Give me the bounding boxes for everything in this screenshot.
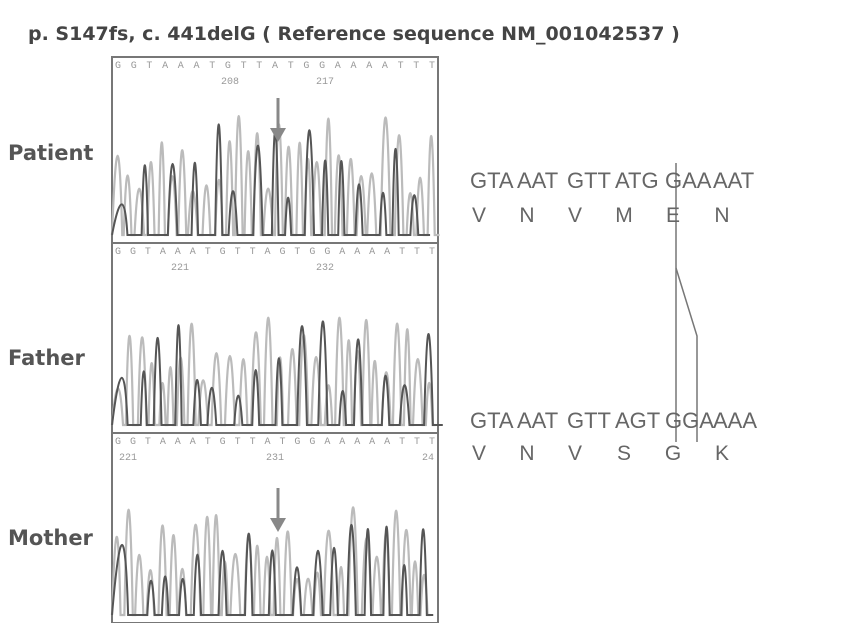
codon: GTA bbox=[470, 408, 514, 433]
amino-acid: N bbox=[714, 204, 729, 227]
amino-acid: V bbox=[472, 442, 486, 465]
base-calls: GGTAAATGTTAGTGGAAAATTT bbox=[115, 247, 435, 258]
amino-acid: G bbox=[665, 442, 681, 465]
codon: GTA bbox=[470, 168, 514, 193]
sample-label: Father bbox=[8, 346, 86, 370]
amino-acid: V bbox=[568, 204, 582, 227]
codon: AAT bbox=[517, 168, 558, 193]
amino-acid: V bbox=[472, 204, 486, 227]
codon: AAT bbox=[517, 408, 558, 433]
amino-acid: V bbox=[568, 442, 582, 465]
codon: AAA bbox=[713, 408, 757, 433]
position: 208 bbox=[221, 77, 239, 88]
figure: p. S147fs, c. 441delG ( Reference sequen… bbox=[0, 0, 852, 623]
amino-acid: S bbox=[617, 442, 631, 465]
position: 221 bbox=[119, 453, 137, 464]
position: 217 bbox=[316, 77, 334, 88]
title: p. S147fs, c. 441delG ( Reference sequen… bbox=[28, 23, 680, 45]
codon: GTT bbox=[567, 168, 611, 193]
position: 231 bbox=[266, 453, 284, 464]
amino-acid: N bbox=[519, 204, 534, 227]
codon: GAA bbox=[665, 168, 712, 193]
codon: GTT bbox=[567, 408, 611, 433]
codon: GGA bbox=[665, 408, 714, 433]
sample-label: Patient bbox=[8, 141, 93, 165]
sample-label: Mother bbox=[8, 526, 94, 550]
position: 232 bbox=[316, 263, 334, 274]
base-calls: GGTAAATGTTATGGAAAATTT bbox=[115, 61, 435, 72]
chromatograms: Patient GGTAAATGTTATGGAAAATTT 208 217 Father… bbox=[8, 57, 443, 623]
base-calls: GGTAAATGTTATGGAAAAATTT bbox=[115, 437, 435, 448]
codon: ATG bbox=[615, 168, 659, 193]
codon: AGT bbox=[615, 408, 660, 433]
amino-acid: M bbox=[615, 204, 633, 227]
codon: AAT bbox=[713, 168, 754, 193]
amino-acid: E bbox=[666, 204, 680, 227]
amino-acid: N bbox=[519, 442, 534, 465]
amino-acid: K bbox=[715, 442, 729, 465]
arrows bbox=[270, 98, 286, 532]
position: 24 bbox=[422, 453, 434, 464]
position: 221 bbox=[171, 263, 189, 274]
